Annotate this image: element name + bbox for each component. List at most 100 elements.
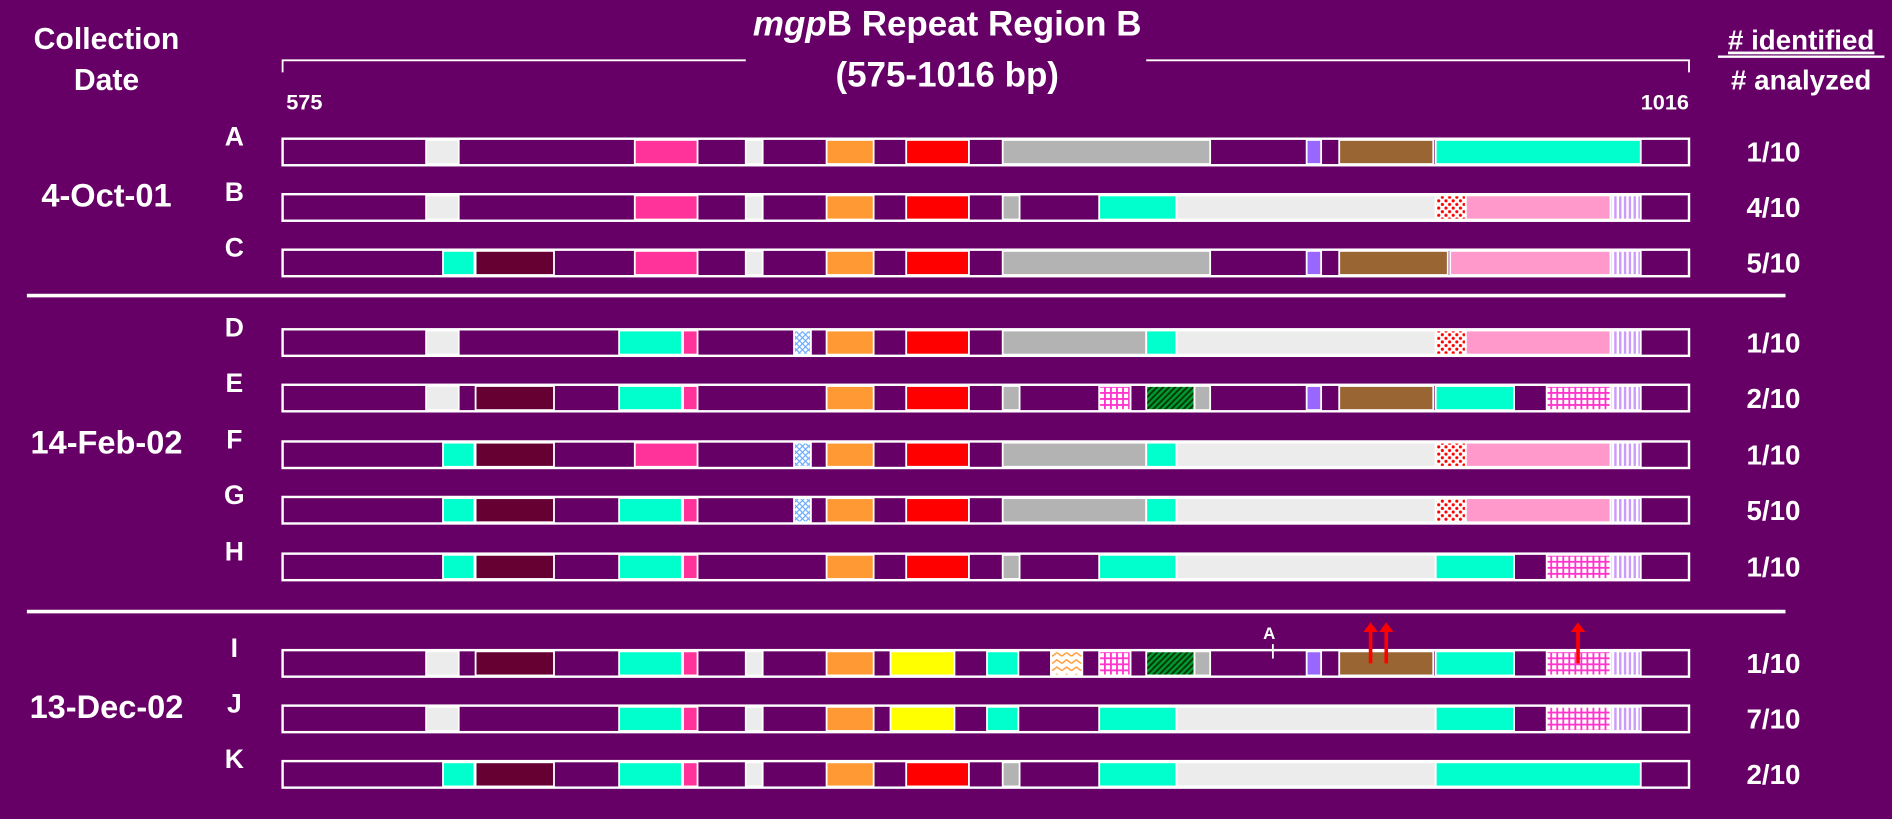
repeat-segment (905, 249, 970, 276)
repeat-segment (1098, 650, 1132, 677)
identified-label: # identified (1728, 25, 1874, 56)
repeat-segment (1434, 553, 1516, 580)
repeat-segment (682, 761, 699, 788)
repeat-segment (1545, 705, 1612, 732)
repeat-segment (1001, 194, 1021, 221)
repeat-segment (1175, 194, 1437, 221)
repeat-segment (1449, 249, 1612, 276)
repeat-segment (744, 761, 764, 788)
count: 1/10 (1746, 648, 1800, 679)
repeat-segment (425, 139, 460, 165)
repeat-segment (825, 139, 875, 165)
row-label: I (231, 633, 238, 663)
repeat-segment (442, 761, 476, 788)
title: mgpB Repeat Region B (753, 5, 1142, 44)
count: 4/10 (1746, 192, 1800, 223)
repeat-segment (1545, 553, 1612, 580)
repeat-segment (1434, 194, 1467, 221)
repeat-segment (425, 385, 460, 412)
count: 5/10 (1746, 248, 1800, 279)
repeat-segment (618, 385, 683, 412)
repeat-segment (825, 194, 875, 221)
row-label: E (226, 368, 244, 398)
count: 2/10 (1746, 383, 1800, 414)
repeat-segment (1434, 650, 1516, 677)
repeat-segment (682, 553, 699, 580)
repeat-segment (1464, 497, 1612, 524)
repeat-segment (474, 385, 555, 412)
repeat-segment (682, 385, 699, 412)
repeat-segment (1098, 385, 1132, 412)
repeat-segment (474, 553, 555, 580)
annotation: A (1263, 624, 1275, 643)
analyzed-label: # analyzed (1731, 64, 1871, 95)
row-label: C (225, 233, 244, 263)
repeat-segment (1609, 441, 1642, 468)
repeat-segment (633, 139, 699, 165)
repeat-segment (744, 705, 764, 732)
repeat-segment (1338, 385, 1435, 412)
repeat-segment (825, 441, 875, 468)
repeat-segment (986, 705, 1020, 732)
repeat-segment (633, 249, 699, 276)
repeat-segment (1434, 139, 1642, 165)
repeat-segment (1434, 385, 1516, 412)
subtitle: (575-1016 bp) (835, 55, 1059, 94)
collection-date: 4-Oct-01 (41, 177, 171, 213)
repeat-segment (905, 441, 970, 468)
repeat-segment (1338, 139, 1435, 165)
repeat-segment (442, 553, 476, 580)
repeat-segment (474, 441, 555, 468)
repeat-segment (682, 497, 699, 524)
repeat-segment (633, 194, 699, 221)
repeat-segment (825, 329, 875, 356)
repeat-segment (1098, 761, 1178, 788)
repeat-segment (1434, 705, 1516, 732)
repeat-segment (1050, 650, 1084, 677)
repeat-segment (1098, 553, 1178, 580)
repeat-segment (1175, 761, 1437, 788)
repeat-segment (825, 553, 875, 580)
repeat-segment (825, 249, 875, 276)
repeat-segment (825, 385, 875, 412)
repeat-segment (1001, 441, 1148, 468)
repeat-segment (825, 650, 875, 677)
repeat-segment (744, 249, 764, 276)
repeat-segment (1434, 497, 1467, 524)
repeat-segment (1305, 385, 1323, 412)
repeat-segment (1145, 441, 1178, 468)
mutation-arrow-head (1379, 622, 1394, 633)
repeat-segment (905, 761, 970, 788)
repeat-segment (618, 761, 683, 788)
repeat-segment (682, 329, 699, 356)
repeat-segment (618, 650, 683, 677)
repeat-segment (442, 441, 476, 468)
repeat-segment (442, 497, 476, 524)
repeat-segment (474, 249, 555, 276)
repeat-segment (425, 705, 460, 732)
rows: 4-Oct-01 A 1/10 B 4/10 C 5/10 14-Feb-02 D 1/10 E 2/… (30, 122, 1801, 790)
row-label: G (224, 480, 245, 510)
count: 1/10 (1746, 439, 1800, 470)
collection-date: 14-Feb-02 (31, 425, 183, 461)
repeat-segment (905, 194, 970, 221)
repeat-segment (889, 650, 956, 677)
row-label: J (227, 689, 242, 719)
repeat-segment (1175, 553, 1437, 580)
row-label: D (225, 312, 244, 342)
repeat-segment (1001, 385, 1021, 412)
repeat-segment (744, 139, 764, 165)
repeat-segment (474, 761, 555, 788)
repeat-segment (1545, 385, 1612, 412)
count: 5/10 (1746, 495, 1800, 526)
repeat-segment (1464, 441, 1612, 468)
repeat-segment (1175, 329, 1437, 356)
count: 1/10 (1746, 327, 1800, 358)
repeat-segment (1001, 497, 1148, 524)
repeat-segment (905, 385, 970, 412)
count: 2/10 (1746, 759, 1800, 790)
repeat-segment (618, 329, 683, 356)
row-label: F (226, 424, 242, 454)
repeat-segment (1145, 497, 1178, 524)
